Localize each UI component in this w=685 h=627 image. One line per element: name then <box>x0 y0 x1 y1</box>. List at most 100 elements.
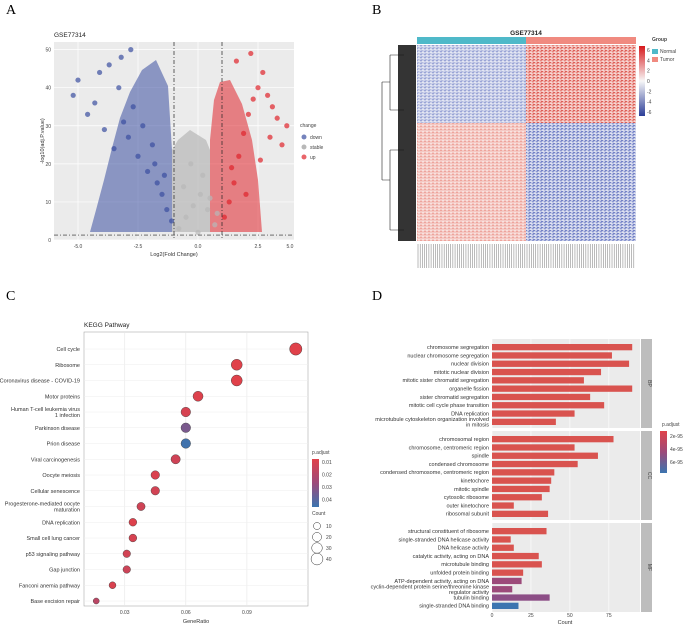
go-bar <box>492 594 550 601</box>
go-term-label: outer kinetochore <box>447 503 490 509</box>
volcano-point-up <box>255 85 261 91</box>
go-bar <box>492 527 547 535</box>
volcano-point-down <box>128 47 134 53</box>
go-legend-tick: 2e-95 <box>670 434 683 440</box>
heatmap-legend-title: Group <box>652 37 667 43</box>
go-term-label: single-stranded DNA helicase activity <box>399 537 490 543</box>
volcano-point-up <box>226 199 232 205</box>
kegg-point <box>170 454 181 465</box>
volcano-point-stable <box>214 210 220 216</box>
kegg-size-legend-label: 10 <box>326 524 332 530</box>
kegg-size-legend-circle <box>313 522 321 530</box>
volcano-point-down <box>125 134 131 140</box>
heatmap-row-dendrogram <box>381 45 416 241</box>
volcano-point-down <box>140 123 146 129</box>
volcano-point-down <box>154 180 160 186</box>
heatmap-block-normal-down <box>417 123 526 241</box>
volcano-ytick: 20 <box>45 162 51 168</box>
volcano-point-up <box>248 50 254 57</box>
kegg-size-legend-circle <box>311 542 323 554</box>
go-term-label: mitotic spindle <box>454 487 489 493</box>
go-term-label: mitotic cell cycle phase transition <box>409 403 489 409</box>
heatmap: GSE77314 Group 6 4 2 0 -2 -4 -6 Normal Tumor <box>381 30 676 268</box>
go-facet-label: MF <box>646 564 652 571</box>
kegg-term-label: Coronavirus disease - COVID-19 <box>0 379 80 385</box>
go-bar <box>492 502 514 509</box>
kegg-point <box>128 533 137 543</box>
kegg-padjust-tick: 0.01 <box>322 460 332 466</box>
kegg-term-label: Progesterone-mediated oocyte maturation <box>5 501 80 513</box>
legend-tumor-label: Tumor <box>660 57 675 63</box>
kegg-point <box>122 565 131 574</box>
heatmap-title: GSE77314 <box>510 30 542 37</box>
go-bar <box>492 444 575 451</box>
go-bar <box>492 402 605 409</box>
volcano-ytick: 30 <box>45 124 51 130</box>
volcano-point-up <box>260 69 266 76</box>
volcano-point-up <box>221 214 227 220</box>
go-facet-strip <box>641 431 652 520</box>
volcano-xlabel: Log2(Fold Change) <box>150 252 198 258</box>
volcano-point-down <box>106 62 112 68</box>
go-facet-label: BP <box>646 380 652 387</box>
go-term-label: condensed chromosome <box>429 462 489 468</box>
go-term-label: ribosomal subunit <box>446 512 490 518</box>
go-term-label: tubulin binding <box>454 595 489 601</box>
volcano-point-down <box>92 100 98 106</box>
kegg-point <box>192 391 204 402</box>
volcano-point-stable <box>181 184 187 190</box>
go-bar <box>492 577 522 585</box>
kegg-size-legend-label: 40 <box>326 557 332 563</box>
kegg-point <box>150 470 160 480</box>
volcano-point-stable <box>195 229 201 235</box>
volcano-point-up <box>265 92 271 98</box>
go-term-label: microtubule binding <box>441 562 489 568</box>
go-facet-bp: BP chromosome segregation nuclear chromoso… <box>375 339 652 428</box>
go-xlabel: Count <box>558 620 573 626</box>
heatmap-block-tumor-up <box>526 45 636 123</box>
volcano-point-down <box>159 191 165 197</box>
volcano-xtick: -2.5 <box>134 244 143 250</box>
go-term-label: chromosomal region <box>439 437 489 443</box>
go-term-label: sister chromatid segregation <box>420 395 489 401</box>
go-term-label: cytosolic ribosome <box>444 495 489 501</box>
volcano-point-up <box>229 165 235 171</box>
volcano-xtick: 2.5 <box>255 244 262 250</box>
go-legend-tick: 6e-95 <box>670 460 683 466</box>
volcano-ytick: 40 <box>45 86 51 92</box>
go-bar <box>492 460 578 468</box>
volcano-point-down <box>118 54 124 60</box>
go-bar <box>492 602 519 610</box>
kegg-point <box>122 549 131 558</box>
kegg-count-title: Count <box>312 511 326 517</box>
go-bar <box>492 544 514 551</box>
heatmap-scale-tick: 2 <box>647 69 650 75</box>
heatmap-scale-tick: 6 <box>647 48 650 54</box>
kegg-term-label: Small cell lung cancer <box>27 536 81 542</box>
kegg-title: KEGG Pathway <box>84 322 130 329</box>
volcano-point-down <box>145 168 151 175</box>
heatmap-tumor-annotation <box>526 37 636 44</box>
kegg-term-label: Human T-cell leukemia virus 1 infection <box>11 407 80 419</box>
go-bar <box>492 510 549 518</box>
heatmap-scale-tick: 0 <box>647 79 650 85</box>
volcano-ylabel: -log10(adj.P.value) <box>40 118 46 164</box>
go-bar <box>492 343 633 351</box>
heatmap-scale-tick: -2 <box>647 89 652 95</box>
kegg-size-legend-circle <box>310 552 324 566</box>
heatmap-block-normal-up <box>417 45 526 123</box>
volcano-point-up <box>231 180 237 186</box>
go-facet-mf: MF structural constituent of ribosome sing… <box>371 523 652 612</box>
kegg-padjust-title: p.adjust <box>312 450 330 456</box>
volcano-point-up <box>250 96 256 102</box>
kegg-term-label: Oocyte meiosis <box>42 473 80 479</box>
go-barplot: BP chromosome segregation nuclear chromoso… <box>371 339 683 626</box>
go-facet-strip <box>641 339 652 428</box>
kegg-point <box>136 502 146 511</box>
kegg-xtick: 0.09 <box>242 610 252 616</box>
go-bar <box>492 368 602 376</box>
kegg-term-label: Parkinson disease <box>35 426 80 432</box>
volcano-xtick: -5.0 <box>74 244 83 250</box>
volcano-point-up <box>284 123 290 129</box>
go-bar <box>492 494 542 501</box>
